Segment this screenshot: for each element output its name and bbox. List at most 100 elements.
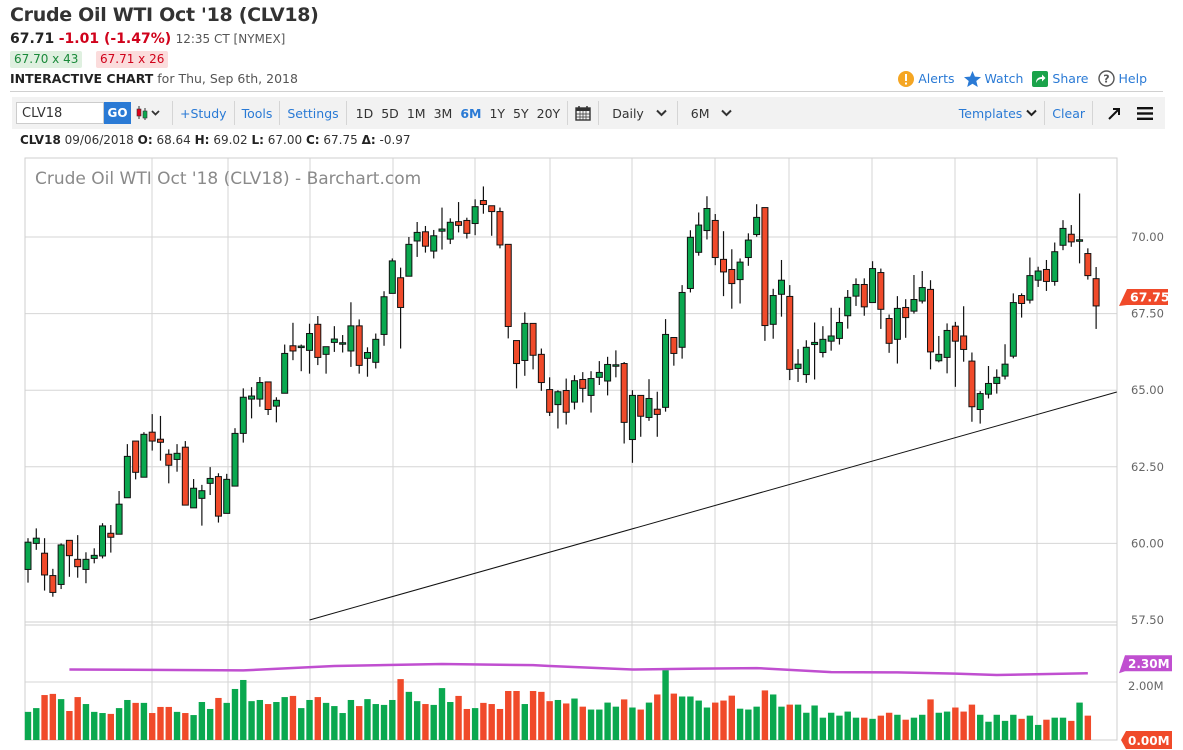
candle-body	[960, 335, 968, 350]
chart-type-dropdown[interactable]	[131, 105, 169, 121]
share-link[interactable]: Share	[1032, 70, 1089, 87]
candle	[777, 259, 785, 317]
clear-button[interactable]: Clear	[1052, 105, 1085, 121]
candle-body	[82, 558, 90, 570]
volume-bar	[687, 696, 694, 740]
period-3m[interactable]: 3M	[433, 105, 453, 121]
candle-body	[488, 205, 496, 213]
candle-body	[421, 231, 429, 247]
candle	[902, 299, 910, 338]
interval-dropdown[interactable]: Daily	[608, 106, 671, 121]
candle	[546, 377, 554, 416]
volume-bar	[761, 690, 769, 740]
chevron-down-icon	[656, 109, 667, 117]
volume-bar	[571, 698, 578, 740]
period-1d[interactable]: 1D	[355, 105, 374, 121]
volume-bar	[819, 717, 827, 740]
candle-body	[951, 325, 959, 342]
candle	[372, 333, 380, 369]
candle-body	[107, 532, 115, 538]
candle-body	[156, 438, 164, 443]
period-1y[interactable]: 1Y	[489, 105, 506, 121]
alerts-link[interactable]: Alerts	[898, 70, 955, 87]
volume-bar	[1034, 724, 1042, 740]
go-button[interactable]: GO	[104, 102, 131, 124]
candle	[488, 205, 496, 236]
tools-button[interactable]: Tools	[241, 105, 273, 121]
candle-body	[943, 329, 951, 358]
study-button[interactable]: +Study	[180, 105, 227, 121]
candle-body	[223, 478, 231, 514]
watch-link[interactable]: Watch	[963, 70, 1023, 87]
candle	[347, 302, 355, 367]
candle-body	[388, 260, 396, 294]
candle	[355, 319, 363, 374]
period-5d[interactable]: 5D	[381, 105, 399, 121]
toolbar-divider	[233, 101, 235, 125]
candle-body	[1059, 227, 1067, 246]
candle	[1084, 248, 1092, 280]
candle	[695, 212, 703, 256]
candle-body	[662, 333, 670, 408]
candle	[231, 428, 239, 487]
candle	[49, 568, 57, 597]
candle	[264, 381, 272, 416]
candle-body	[24, 541, 32, 570]
templates-dropdown[interactable]: Templates	[955, 106, 1042, 121]
candle-body	[587, 378, 595, 396]
candle	[1009, 293, 1017, 359]
candle	[537, 348, 545, 391]
candle	[156, 415, 164, 461]
volume-bar	[736, 708, 744, 740]
candle-body	[728, 268, 736, 285]
volume-bar	[206, 708, 214, 740]
candle-body	[935, 353, 943, 362]
calendar-button[interactable]	[571, 105, 595, 121]
quote-time: 12:35 CT [NYMEX]	[175, 32, 286, 46]
volume-bar	[587, 709, 595, 740]
candle	[612, 350, 620, 378]
candle-body	[811, 341, 819, 346]
candle	[463, 217, 471, 239]
volume-bar	[960, 711, 967, 740]
candle-body	[562, 390, 570, 413]
candle	[562, 378, 570, 425]
candle-body	[504, 243, 512, 327]
period-6m[interactable]: 6M	[460, 105, 482, 121]
candle-body	[1001, 363, 1009, 377]
help-link[interactable]: ? Help	[1097, 70, 1147, 87]
period-20y[interactable]: 20Y	[536, 105, 561, 121]
volume-last-tag: 0.00M	[1121, 731, 1172, 749]
settings-button[interactable]: Settings	[287, 105, 339, 121]
trendline[interactable]	[309, 391, 1117, 621]
candle	[628, 390, 636, 463]
symbol-input[interactable]	[16, 102, 104, 124]
menu-button[interactable]	[1133, 106, 1157, 120]
volume-bar	[836, 715, 843, 740]
candle	[678, 285, 686, 359]
period-1m[interactable]: 1M	[406, 105, 426, 121]
expand-arrow-icon	[1108, 107, 1120, 120]
range-dropdown[interactable]: 6M	[687, 106, 737, 121]
interval-value: Daily	[612, 105, 644, 121]
candle	[554, 390, 562, 429]
candle	[869, 261, 877, 304]
candle	[496, 207, 504, 249]
high-value: 69.02	[213, 133, 248, 147]
candle	[181, 441, 189, 506]
close-value: 67.75	[323, 133, 358, 147]
candle-body	[860, 283, 868, 308]
candle-body	[355, 325, 363, 366]
candle	[819, 326, 827, 358]
volume-bar	[728, 695, 735, 740]
hamburger-icon	[1137, 106, 1153, 120]
candle	[239, 388, 247, 443]
chart-date: for Thu, Sep 6th, 2018	[157, 71, 298, 86]
delta-value: -0.97	[379, 133, 411, 147]
candle-body	[786, 295, 794, 370]
candle	[57, 543, 65, 590]
expand-button[interactable]	[1104, 107, 1125, 120]
period-5y[interactable]: 5Y	[513, 105, 529, 121]
candle	[455, 202, 463, 233]
